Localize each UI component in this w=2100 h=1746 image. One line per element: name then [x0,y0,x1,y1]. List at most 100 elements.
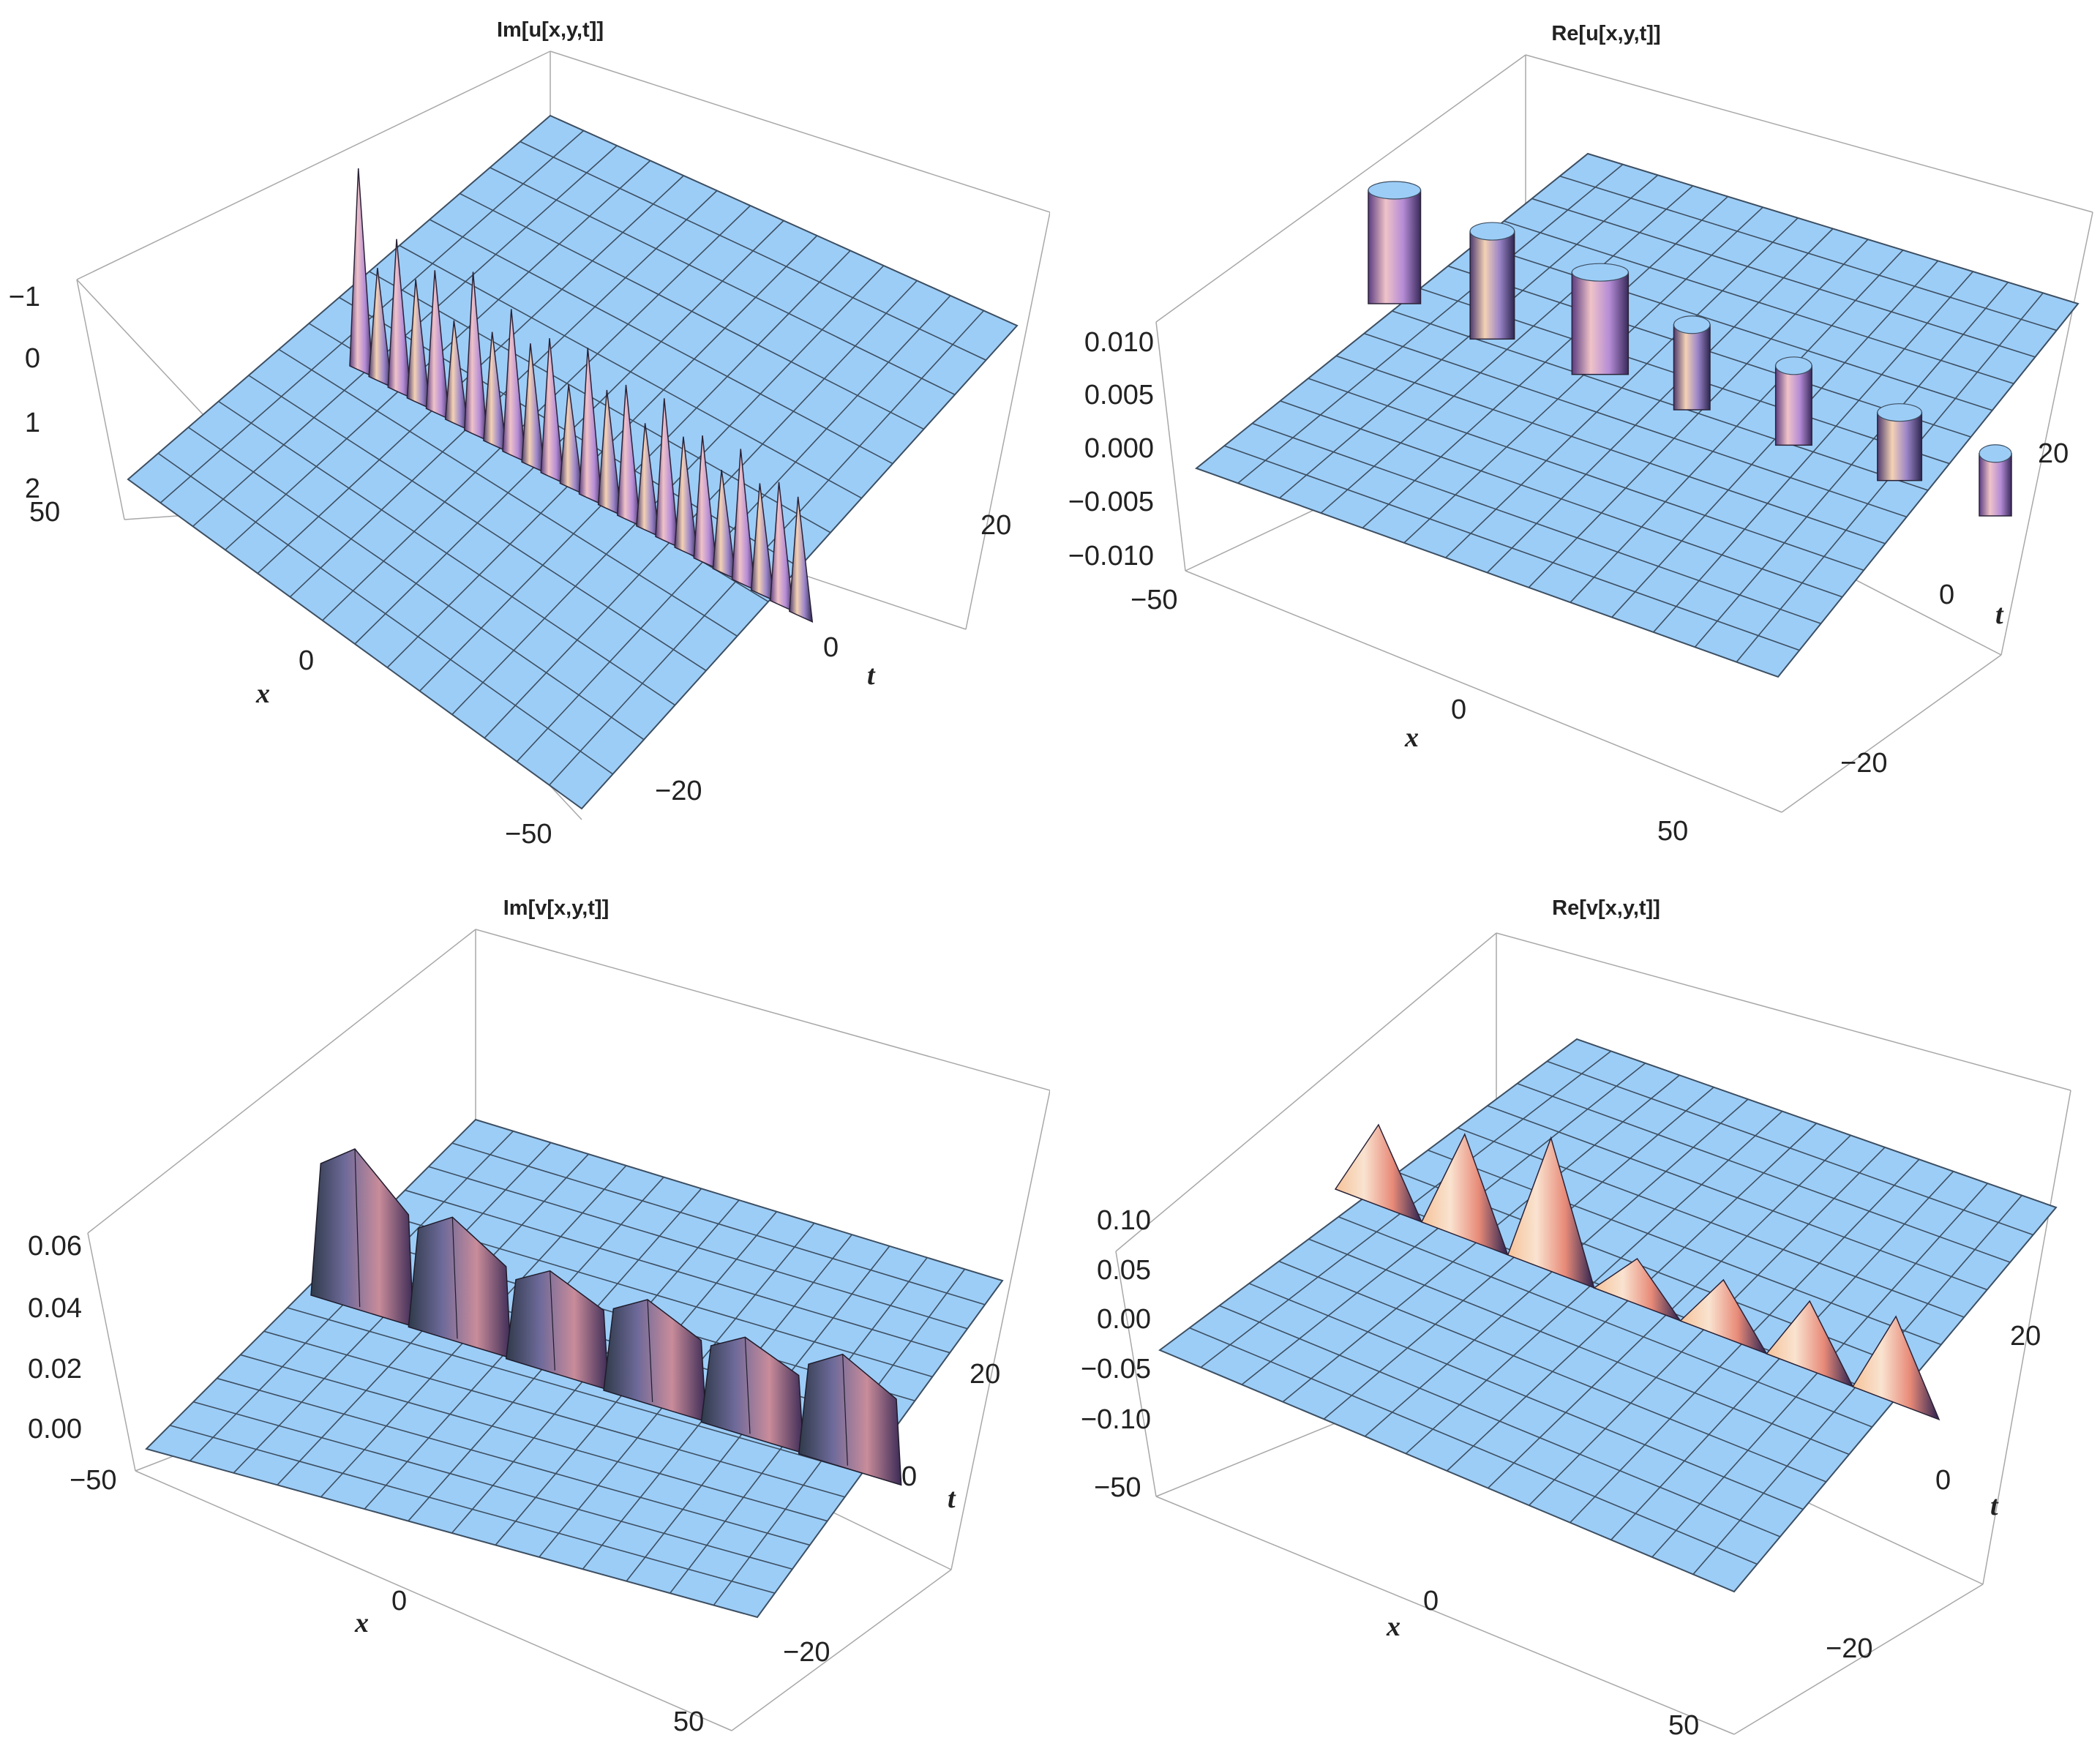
plot-re-u: Re[u[x,y,t]] 0.010 0.005 0.000 −0.005 −0… [1068,22,2093,847]
surface-peak [1766,1300,1854,1388]
bounding-box [1155,54,2093,813]
mesh-line [451,1142,986,1305]
mesh-line [1457,1127,1965,1318]
z-tick-label: −1 [9,282,40,312]
panel-re-v: Re[v[x,y,t]] 0.10 0.05 0.00 −0.05 −0.10 … [1050,871,2100,1746]
surface-peak [798,1353,902,1486]
surface-peak [603,1299,707,1423]
surface-spike [750,483,775,602]
z-tick-label: 0.06 [28,1231,82,1262]
panel-re-u: Re[u[x,y,t]] 0.010 0.005 0.000 −0.005 −0… [1050,0,2100,871]
surface-peak [1592,1257,1682,1322]
x-ticks: −50 0 50 [70,1465,704,1737]
t-ticks: 20 0 −20 [783,1359,1000,1668]
x-tick-label: −50 [505,819,552,850]
mesh-line [1428,1150,1942,1346]
z-tick-label: −0.010 [1068,541,1154,572]
peak-ridge [1334,1123,1940,1421]
x-tick-label: 0 [1451,694,1466,725]
z-tick-label: 2 [25,473,40,504]
mesh-line [1475,243,1993,411]
surface-peak [1420,1133,1509,1256]
mesh-line [369,271,831,533]
z-tick-label: 0.10 [1097,1205,1151,1236]
z-ticks: 0.010 0.005 0.000 −0.005 −0.010 [1068,327,1154,572]
panel-im-u: Im[u[x,y,t]] −1 0 1 2 50 0 −50 20 0 −20 … [0,0,1050,871]
t-ticks: 20 0 −20 [655,510,1011,806]
mesh-line [516,295,951,763]
x-tick-label: 50 [673,1706,704,1737]
mesh-lines [1189,1050,2033,1575]
surface-block [1979,453,2012,517]
t-tick-label: 0 [823,632,839,663]
surface-spike [483,331,508,452]
surface-peak [1334,1123,1423,1224]
surface-spike [463,271,488,442]
t-tick-label: 20 [2010,1321,2041,1352]
surface-spike [502,309,527,463]
surface-spike [540,338,565,484]
block-cap [1775,356,1812,375]
z-ticks: −1 0 1 2 [9,282,40,504]
z-tick-label: 0.010 [1084,327,1154,358]
surface-base [1194,152,2080,678]
mesh-line [405,1189,950,1354]
t-tick-label: 0 [1935,1465,1951,1496]
surface-spike [387,239,412,399]
t-tick-label: −20 [655,776,702,806]
x-tick-label: 0 [1423,1586,1439,1616]
surface-peak [505,1270,610,1391]
surface-spike [444,320,469,431]
t-tick-label: −20 [1826,1633,1872,1664]
x-ticks: 50 0 −50 [29,497,552,850]
x-axis-label: x [1386,1611,1400,1642]
peak-edge [354,1148,361,1308]
surface-block [1368,190,1422,304]
surface-block [1774,365,1812,446]
surface-spike [578,348,603,506]
block-cap [1979,444,2012,463]
z-tick-label: −0.05 [1081,1354,1151,1385]
mesh-lines [1223,164,2057,663]
x-tick-label: −50 [1130,585,1177,615]
t-axis-label: t [1995,599,2004,630]
peak-edge [842,1354,848,1466]
peak-edge [550,1270,555,1371]
bounding-box [1115,932,2071,1735]
surface-block [1877,411,1923,482]
surface-spike [349,168,374,378]
mesh-line [1570,250,1904,603]
z-tick-label: 0.02 [28,1354,82,1385]
block-cap [1877,403,1922,422]
peak-edge [647,1299,653,1403]
mesh-line [1531,198,2036,358]
z-tick-label: 0.005 [1084,380,1154,411]
t-tick-label: −20 [783,1637,830,1668]
surface-spike [712,469,737,580]
x-axis-label: x [255,678,270,709]
mesh-line [1517,1082,2011,1263]
surface-peak [1679,1278,1769,1355]
mesh-line [1487,1105,1987,1291]
mesh-line [1486,228,1834,574]
surface-block [1571,271,1630,375]
x-ticks: −50 0 50 [1094,1472,1699,1741]
mesh-line [1694,282,2009,648]
z-tick-label: −0.005 [1068,487,1154,517]
block-cap [1469,222,1515,241]
surface-spike [425,270,450,420]
surface-spike [655,398,680,548]
z-tick-label: 0.04 [28,1293,82,1324]
peak-edge [744,1337,751,1434]
t-tick-label: −20 [1840,748,1887,779]
x-tick-label: 0 [299,645,314,676]
z-tick-label: 0.00 [1097,1304,1151,1335]
z-tick-label: 0.00 [28,1414,82,1445]
surface-spike [559,384,584,495]
surface-spike [674,436,699,559]
z-tick-label: −0.10 [1081,1404,1151,1435]
z-ticks: 0.06 0.04 0.02 0.00 [28,1231,82,1445]
t-ticks: 20 0 −20 [1826,1321,2041,1664]
surface-base [1158,1038,2058,1593]
surface-spike [406,279,431,410]
